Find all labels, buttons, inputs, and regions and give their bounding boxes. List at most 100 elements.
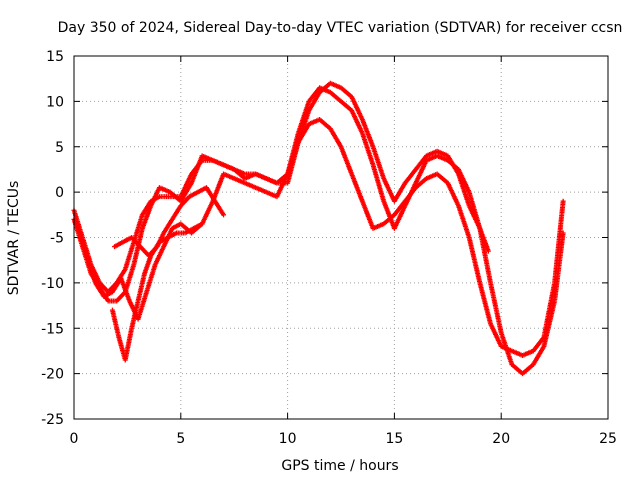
- data-trace: [456, 204, 472, 239]
- data-trace: [110, 309, 121, 339]
- data-trace: [318, 118, 332, 130]
- data-trace: [170, 204, 183, 221]
- data-trace: [275, 172, 290, 198]
- data-trace: [296, 100, 311, 135]
- chart-title: Day 350 of 2024, Sidereal Day-to-day VTE…: [58, 20, 623, 36]
- data-point: [221, 212, 227, 218]
- data-trace: [531, 345, 546, 366]
- data-trace: [102, 290, 114, 299]
- y-axis-label: SDTVAR / TECUs: [6, 181, 22, 296]
- data-trace: [328, 127, 343, 148]
- data-trace: [510, 363, 524, 375]
- data-trace: [179, 195, 191, 207]
- data-trace: [456, 168, 471, 194]
- data-trace: [123, 327, 134, 361]
- data-trace: [213, 200, 226, 216]
- data-trace: [166, 231, 178, 240]
- y-tick-label: -25: [41, 412, 64, 428]
- x-tick-label: 15: [385, 431, 403, 447]
- data-trace: [446, 158, 460, 171]
- data-trace: [123, 241, 136, 271]
- data-trace: [360, 132, 376, 166]
- data-trace: [162, 218, 174, 235]
- data-trace: [488, 322, 503, 348]
- data-trace: [552, 200, 566, 284]
- data-trace: [204, 186, 217, 203]
- data-trace: [307, 86, 322, 103]
- data-trace: [360, 200, 375, 230]
- data-trace: [467, 236, 482, 284]
- data-trace: [76, 227, 89, 257]
- data-trace: [467, 191, 482, 230]
- data-trace: [392, 200, 407, 216]
- data-point: [560, 198, 566, 204]
- data-trace: [130, 236, 142, 248]
- tick-labels: 0 5 10 15 20 25 -25 -20 -15 -10 -5 0 5 10 15: [41, 49, 617, 447]
- data-trace: [339, 145, 354, 175]
- y-tick-label: 15: [46, 49, 64, 65]
- data-trace: [188, 190, 199, 199]
- data-trace: [115, 290, 127, 303]
- y-tick-label: -15: [41, 321, 64, 337]
- data-trace: [119, 277, 132, 303]
- data-trace: [488, 281, 504, 334]
- data-trace: [382, 213, 396, 226]
- data-trace: [477, 227, 493, 284]
- data-trace: [414, 154, 428, 171]
- y-tick-label: -20: [41, 367, 64, 383]
- data-trace: [307, 91, 322, 112]
- data-trace: [183, 226, 195, 235]
- data-marks: [71, 80, 566, 377]
- y-tick-label: 0: [55, 185, 64, 201]
- data-trace: [135, 272, 147, 302]
- data-trace: [392, 181, 407, 203]
- data-trace: [414, 177, 428, 189]
- data-trace: [136, 291, 149, 321]
- data-trace: [349, 172, 365, 203]
- x-tick-label: 10: [279, 431, 297, 447]
- data-trace: [360, 118, 375, 148]
- y-tick-label: -10: [41, 276, 64, 292]
- data-trace: [233, 168, 247, 180]
- data-trace: [339, 86, 353, 99]
- data-trace: [147, 245, 159, 257]
- y-tick-label: -5: [50, 231, 64, 247]
- data-trace: [392, 204, 407, 230]
- x-axis-label: GPS time / hours: [281, 458, 398, 474]
- data-trace: [189, 154, 205, 185]
- data-trace: [477, 281, 493, 325]
- data-trace: [339, 100, 353, 112]
- data-trace: [349, 109, 365, 135]
- data-trace: [179, 172, 194, 198]
- data-trace: [200, 200, 215, 225]
- data-trace: [142, 254, 153, 275]
- data-trace: [329, 90, 343, 103]
- data-trace: [144, 263, 158, 293]
- data-trace: [296, 122, 311, 144]
- data-trace: [113, 240, 125, 249]
- x-tick-label: 20: [492, 431, 510, 447]
- data-trace: [381, 177, 397, 203]
- data-trace: [521, 363, 535, 375]
- data-trace: [84, 254, 98, 284]
- data-trace: [171, 222, 182, 231]
- data-point: [199, 221, 205, 227]
- data-trace: [129, 300, 141, 330]
- plot-frame: [73, 55, 609, 420]
- series-arc-5: [112, 185, 227, 259]
- data-trace: [155, 231, 166, 248]
- data-trace: [435, 172, 449, 185]
- x-tick-label: 5: [176, 431, 185, 447]
- series-arc-3: [75, 117, 566, 358]
- data-trace: [192, 222, 204, 231]
- data-trace: [446, 182, 461, 207]
- x-tick-label: 25: [599, 431, 617, 447]
- data-trace: [403, 186, 418, 203]
- data-trace: [153, 245, 166, 266]
- grid: [74, 56, 608, 419]
- data-trace: [403, 168, 418, 185]
- y-tick-label: 5: [55, 140, 64, 156]
- data-trace: [541, 281, 557, 339]
